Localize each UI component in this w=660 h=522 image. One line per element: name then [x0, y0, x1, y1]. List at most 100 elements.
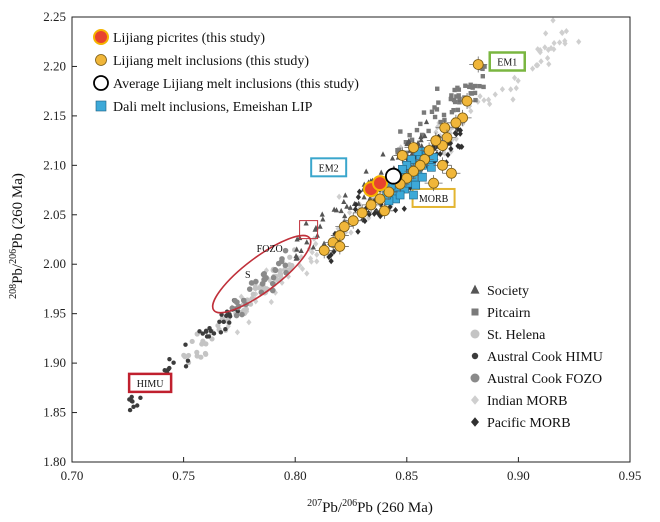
- lijiang-melt-inclusion-point: [379, 205, 390, 217]
- pitcairn-point: [426, 128, 431, 134]
- austral_himu-point: [223, 327, 228, 332]
- society-point: [418, 133, 424, 140]
- pitcairn-point: [449, 93, 454, 98]
- legend-marker-pitcairn: [471, 308, 479, 316]
- legend-label-dali_mi: Dali melt inclusions, Emeishan LIP: [113, 100, 313, 115]
- indian_morb-point: [285, 273, 291, 280]
- indian_morb-point: [299, 265, 306, 272]
- indian_morb-point: [481, 97, 487, 104]
- austral_himu-point: [138, 395, 143, 401]
- x-tick-label: 0.70: [61, 468, 84, 483]
- st_helena-point: [199, 341, 205, 347]
- society-point: [380, 151, 386, 157]
- austral_himu-point: [200, 331, 205, 336]
- austral_himu-point: [203, 328, 209, 333]
- legend-marker-austral_himu: [471, 352, 479, 360]
- y-tick-label: 1.95: [43, 306, 66, 321]
- x-axis-title-sup2: 206: [342, 498, 357, 509]
- legend-mi-marker: [95, 54, 107, 66]
- indian_morb-point: [433, 129, 439, 136]
- austral_himu-point: [227, 320, 232, 325]
- dali-melt-inclusion-point: [409, 190, 418, 200]
- st_helena-point: [182, 354, 188, 360]
- indian_morb-point: [548, 45, 554, 52]
- legend-label-indian_morb: Indian MORB: [487, 394, 568, 409]
- indian_morb-point: [308, 258, 314, 265]
- austral_himu-point: [131, 404, 136, 410]
- st_helena-point: [203, 341, 209, 347]
- indian_morb-point: [563, 27, 569, 35]
- pacific_morb-point: [326, 253, 332, 261]
- society-point: [419, 143, 425, 149]
- lijiang-melt-inclusion-point: [347, 215, 359, 227]
- indian_morb-point: [511, 74, 518, 81]
- indian_morb-point: [492, 91, 498, 98]
- pitcairn-point: [436, 100, 441, 105]
- society-point: [294, 246, 300, 252]
- pitcairn-point: [472, 83, 478, 89]
- pitcairn-point: [403, 140, 409, 145]
- pitcairn-point: [470, 85, 475, 90]
- x-tick-label: 0.95: [619, 468, 642, 483]
- lijiang-melt-inclusion-point: [396, 150, 408, 161]
- x-axis-title: 207Pb/206Pb (260 Ma): [307, 498, 433, 516]
- indian_morb-point: [297, 262, 303, 269]
- indian_morb-point: [346, 209, 353, 216]
- lijiang-melt-inclusion-point: [437, 159, 448, 171]
- pacific_morb-point: [454, 125, 460, 132]
- indian_morb-point: [508, 86, 514, 93]
- pitcairn-point: [463, 83, 468, 88]
- average-melt-inclusion-point: [385, 167, 402, 185]
- pacific_morb-point: [437, 150, 443, 158]
- society-point: [344, 203, 350, 209]
- society-point: [320, 216, 326, 222]
- indian_morb-point: [434, 124, 440, 131]
- indian_morb-point: [246, 319, 252, 326]
- st_helena-point: [189, 338, 195, 345]
- indian_morb-point: [485, 96, 492, 103]
- indian_morb-point: [336, 193, 342, 200]
- fozo-ellipse: [211, 234, 312, 314]
- austral_fozo-point: [282, 262, 289, 269]
- em1-label: EM1: [497, 58, 517, 69]
- pitcairn-point: [480, 74, 486, 79]
- morb-label: MORB: [419, 194, 449, 205]
- pitcairn-point: [395, 148, 400, 153]
- lijiang-melt-inclusion-point: [408, 142, 419, 153]
- indian_morb-point: [556, 39, 563, 46]
- indian_morb-point: [559, 29, 565, 36]
- y-tick-label: 2.20: [43, 58, 66, 73]
- indian_morb-point: [234, 329, 241, 336]
- austral_fozo-point: [272, 267, 278, 273]
- pacific_morb-point: [401, 205, 407, 212]
- indian_morb-point: [535, 62, 541, 69]
- society-point: [342, 192, 348, 198]
- lijiang-melt-inclusion-point: [439, 122, 451, 134]
- austral_himu-point: [167, 356, 172, 362]
- st_helena-point: [202, 350, 209, 357]
- fozo-s-label: S: [245, 270, 251, 281]
- austral_himu-point: [227, 312, 232, 317]
- y-axis-title-tail: Pb (260 Ma): [10, 173, 26, 249]
- st_helena-point: [287, 254, 293, 260]
- pacific_morb-point: [356, 188, 363, 195]
- y-axis-title-mid: Pb/: [10, 263, 26, 284]
- pacific_morb-point: [371, 210, 377, 217]
- austral_himu-point: [167, 365, 172, 371]
- pitcairn-point: [429, 109, 435, 114]
- austral_himu-point: [211, 331, 217, 336]
- lijiang-melt-inclusion-point: [401, 172, 413, 184]
- em2-box: [310, 157, 348, 178]
- austral_himu-point: [204, 334, 210, 339]
- austral_fozo-point: [253, 278, 259, 285]
- pitcairn-point: [407, 132, 412, 138]
- indian_morb-point: [542, 44, 548, 51]
- society-point: [317, 223, 323, 229]
- pacific_morb-point: [353, 201, 359, 208]
- fozo-box: [299, 220, 319, 240]
- indian_morb-point: [546, 61, 552, 68]
- pitcairn-point: [432, 114, 438, 120]
- y-axis-title: 208Pb/206Pb (260 Ma): [8, 173, 26, 299]
- st_helena-point: [277, 267, 283, 274]
- pitcairn-point: [469, 91, 474, 96]
